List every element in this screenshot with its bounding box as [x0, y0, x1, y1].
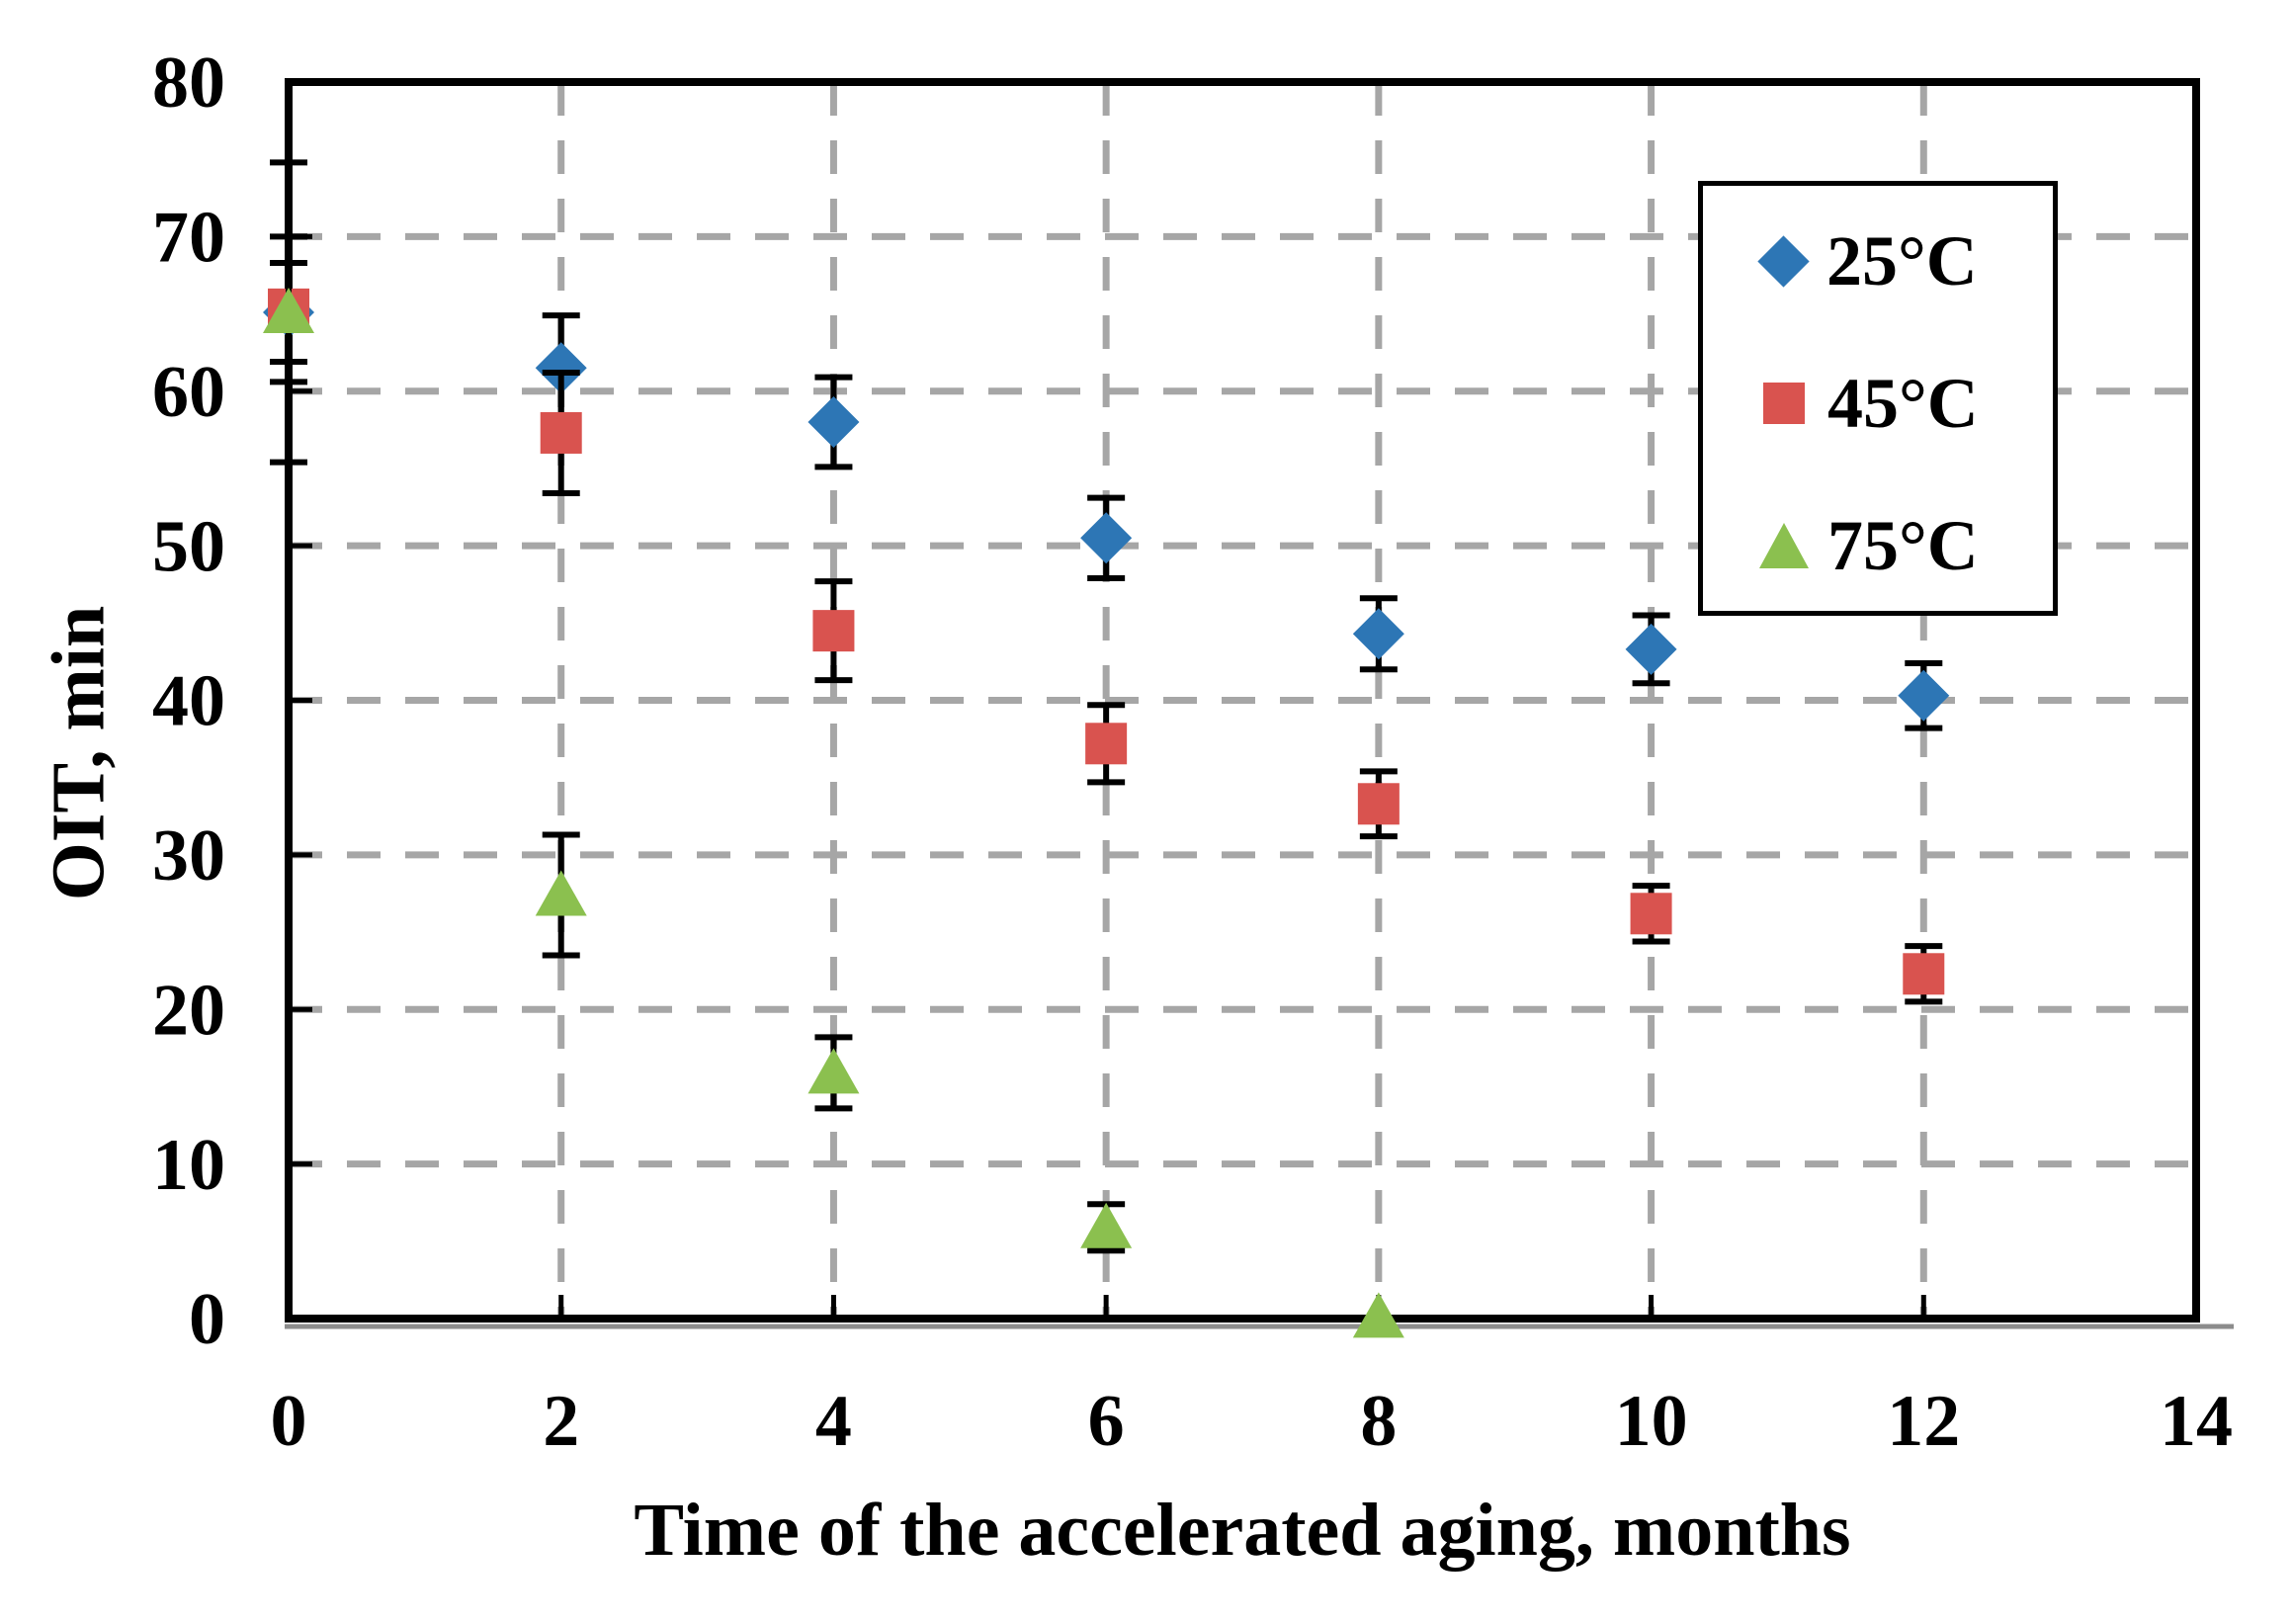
y-tick-label: 10 — [152, 1125, 225, 1206]
data-point-square — [1903, 953, 1945, 995]
data-point-diamond — [535, 342, 587, 394]
square-marker-icon — [1763, 383, 1805, 424]
legend-label: 25°C — [1826, 221, 1978, 300]
x-tick-label: 0 — [271, 1381, 307, 1462]
x-tick-label: 14 — [2160, 1381, 2233, 1462]
x-tick-labels: 0 2 4 6 8 10 12 14 — [271, 1381, 2234, 1462]
x-tick-label: 2 — [543, 1381, 579, 1462]
y-tick-labels: 0 10 20 30 40 50 60 70 80 — [152, 43, 225, 1360]
triangle-marker-icon — [1759, 523, 1809, 568]
x-tick-label: 4 — [815, 1381, 852, 1462]
data-point-triangle — [535, 870, 587, 916]
series-75c — [263, 159, 1404, 1338]
data-point-square — [1085, 723, 1128, 765]
data-point-diamond — [1080, 512, 1133, 564]
data-point-square — [540, 411, 582, 454]
y-axis-title: OIT, min — [37, 605, 121, 901]
plot-frame — [285, 78, 2200, 1323]
data-point-diamond — [1898, 669, 1950, 722]
y-tick-label: 40 — [152, 661, 225, 742]
plot-frame-group — [285, 78, 2200, 1323]
x-tick-label: 10 — [1615, 1381, 1688, 1462]
y-tick-label: 70 — [152, 198, 225, 279]
legend-label: 45°C — [1827, 364, 1979, 443]
series-45c — [268, 233, 1945, 1005]
data-point-triangle — [263, 287, 314, 333]
legend-label: 75°C — [1827, 506, 1979, 585]
data-point-square — [812, 610, 855, 652]
y-tick-label: 60 — [152, 352, 225, 433]
legend-item-25c: 25°C — [1757, 212, 2053, 310]
y-tick-label: 50 — [152, 506, 225, 587]
legend-item-45c: 45°C — [1758, 354, 2053, 453]
data-point-triangle — [1352, 1292, 1404, 1338]
data-point-triangle — [807, 1048, 860, 1094]
data-point-triangle — [1080, 1202, 1133, 1248]
y-tick-label: 0 — [189, 1279, 225, 1360]
data-point-diamond — [1625, 623, 1677, 675]
y-tick-label: 80 — [152, 43, 225, 124]
diamond-marker-icon — [1757, 234, 1810, 288]
y-tick-label: 30 — [152, 815, 225, 897]
data-point-square — [1630, 893, 1672, 935]
x-tick-label: 12 — [1887, 1381, 1960, 1462]
legend: 25°C 45°C 75°C — [1698, 181, 2058, 616]
y-tick-label: 20 — [152, 970, 225, 1051]
x-tick-label: 6 — [1088, 1381, 1125, 1462]
data-point-square — [1357, 783, 1400, 825]
data-point-diamond — [1352, 608, 1404, 660]
x-tick-label: 8 — [1360, 1381, 1397, 1462]
legend-item-75c: 75°C — [1758, 496, 2053, 595]
data-point-diamond — [807, 396, 860, 449]
x-axis-title: Time of the accelerated aging, months — [634, 1489, 1851, 1572]
